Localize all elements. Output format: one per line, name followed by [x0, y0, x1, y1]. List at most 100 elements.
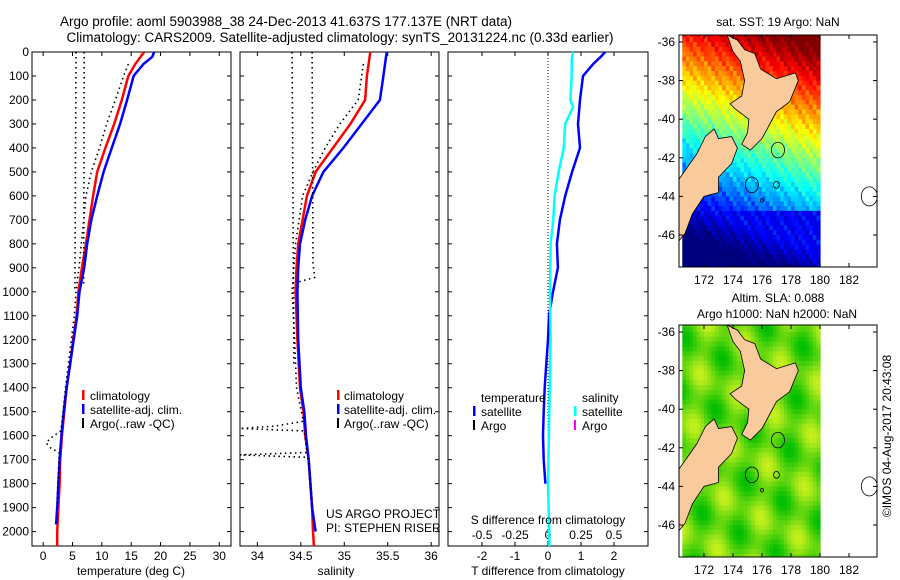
map-cell — [725, 85, 730, 91]
map-cell — [740, 534, 745, 540]
map-cell — [682, 162, 687, 168]
map-cell — [758, 457, 763, 463]
map-cell — [696, 428, 701, 434]
map-cell — [718, 128, 723, 135]
map-cell — [736, 360, 741, 367]
map-cell — [711, 554, 716, 557]
map-cell — [689, 510, 694, 516]
map-cell — [740, 462, 745, 468]
map-cell — [729, 162, 734, 168]
map-cell — [725, 51, 730, 57]
map-cell — [718, 486, 723, 492]
map-cell — [689, 51, 694, 57]
map-cell — [696, 500, 701, 507]
map-cell — [805, 80, 810, 86]
map-cell — [758, 549, 763, 555]
map-cell — [700, 264, 705, 267]
map-cell — [765, 356, 770, 362]
map-cell — [725, 119, 730, 125]
map-cell — [700, 491, 705, 497]
map-cell — [765, 259, 770, 265]
map-cell — [722, 332, 727, 338]
map-cell — [711, 346, 716, 352]
map-cell — [801, 399, 807, 405]
map-cell — [772, 128, 778, 135]
map-cell — [805, 109, 810, 115]
map-cell — [794, 433, 799, 439]
map-cell — [812, 457, 817, 463]
map-cell — [787, 153, 792, 159]
map-cell — [714, 71, 720, 77]
map-cell — [722, 409, 727, 415]
map-cell — [794, 351, 799, 357]
map-cell — [729, 510, 734, 516]
map-cell — [689, 85, 694, 91]
map-cell — [776, 138, 781, 144]
map-cell — [740, 433, 745, 439]
map-cell — [809, 428, 814, 434]
map-cell — [791, 235, 796, 241]
map-cell — [689, 259, 694, 265]
map-cell — [787, 539, 792, 545]
map-cell — [772, 539, 778, 545]
map-cell — [805, 525, 810, 531]
map-cell — [812, 51, 817, 57]
map-cell — [791, 443, 796, 449]
map-cell — [689, 375, 694, 381]
map-cell — [776, 515, 781, 521]
map-cell — [740, 177, 745, 183]
map-cell — [787, 534, 792, 540]
map-cell — [769, 162, 774, 168]
map-cell — [801, 124, 807, 130]
lat-tick-label: -38 — [658, 364, 676, 378]
map-cell — [816, 201, 821, 207]
map-cell — [696, 51, 701, 57]
map-cell — [794, 360, 799, 367]
map-cell — [682, 438, 687, 444]
map-cell — [769, 230, 774, 236]
map-cell — [704, 370, 709, 376]
map-cell — [747, 201, 752, 207]
map-cell — [700, 220, 705, 226]
map-cell — [711, 336, 716, 343]
map-cell — [707, 549, 712, 555]
map-cell — [714, 196, 720, 202]
map-cell — [805, 486, 810, 492]
map-cell — [791, 356, 796, 362]
lat-tick-label: -46 — [658, 518, 676, 532]
map-cell — [798, 496, 803, 502]
map-cell — [809, 206, 814, 212]
map-cell — [685, 51, 691, 57]
map-cell — [740, 181, 745, 188]
map-cell — [704, 109, 709, 115]
map-cell — [733, 128, 738, 135]
map-cell — [718, 491, 723, 497]
map-cell — [747, 148, 752, 154]
map-cell — [736, 244, 741, 251]
pi-annotation: PI: STEPHEN RISER — [326, 521, 441, 535]
map-cell — [787, 505, 792, 512]
map-cell — [685, 428, 691, 434]
map-cell — [765, 529, 770, 536]
map-cell — [693, 332, 698, 338]
map-cell — [700, 539, 705, 545]
map-cell — [733, 539, 738, 545]
map-cell — [758, 341, 763, 347]
map-cell — [801, 500, 807, 507]
map-cell — [762, 341, 767, 347]
map-cell — [758, 177, 763, 183]
map-cell — [787, 423, 792, 430]
map-cell — [740, 37, 745, 43]
map-cell — [693, 351, 698, 357]
map-cell — [780, 177, 785, 183]
map-cell — [722, 467, 727, 473]
map-cell — [783, 539, 788, 545]
map-cell — [711, 259, 716, 265]
map-cell — [780, 452, 785, 458]
map-cell — [696, 554, 701, 557]
map-cell — [733, 544, 738, 550]
map-cell — [736, 380, 741, 386]
map-cell — [801, 244, 807, 251]
map-cell — [685, 133, 691, 140]
